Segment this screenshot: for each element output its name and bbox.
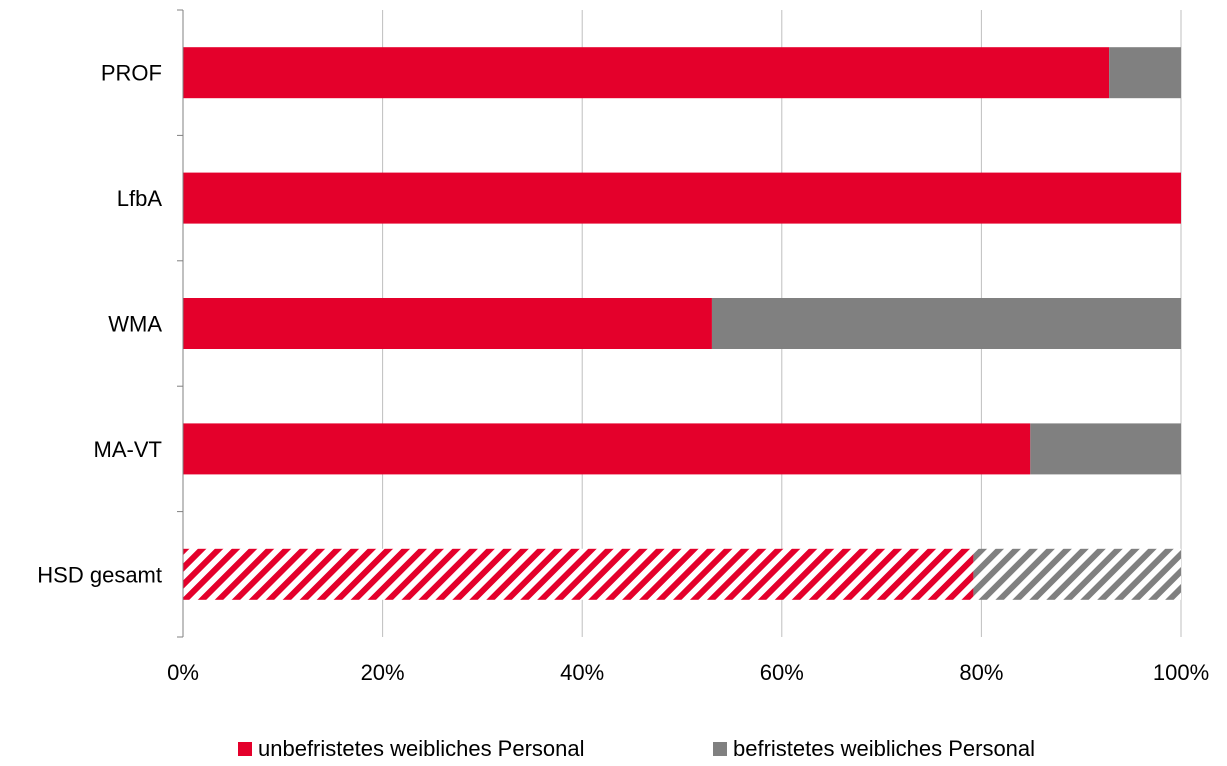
y-tick-label: LfbA <box>117 186 163 211</box>
legend-item-unbefristet: unbefristetes weibliches Personal <box>238 736 585 762</box>
bar-befristet <box>711 298 1181 349</box>
legend-swatch-befristet <box>713 742 727 756</box>
y-tick-label: MA-VT <box>94 437 162 462</box>
x-tick-label: 60% <box>760 660 804 685</box>
bar-befristet <box>1109 47 1181 99</box>
legend-label-unbefristet: unbefristetes weibliches Personal <box>258 736 585 761</box>
stacked-bar-chart: 0% 20% 40% 60% 80% 100% PROF LfbA WMA MA-VT HSD ge… <box>37 9 1209 685</box>
bar-unbefristet <box>183 47 1110 99</box>
x-tick-label: 100% <box>1153 660 1209 685</box>
legend-swatch-unbefristet <box>238 742 252 756</box>
bar-unbefristet <box>183 172 1181 224</box>
bars <box>183 47 1181 600</box>
axes <box>177 9 184 638</box>
y-tick-label: PROF <box>101 61 162 86</box>
bar-befristet <box>973 548 1181 600</box>
x-tick-label: 0% <box>167 660 199 685</box>
x-tick-label: 80% <box>959 660 1003 685</box>
bar-befristet <box>1030 423 1181 475</box>
bar-unbefristet <box>183 298 712 349</box>
y-tick-label: WMA <box>108 312 162 337</box>
bar-unbefristet <box>183 548 974 600</box>
legend-label-befristet: befristetes weibliches Personal <box>733 736 1036 761</box>
x-tick-label: 40% <box>560 660 604 685</box>
x-tick-label: 20% <box>361 660 405 685</box>
legend-item-befristet: befristetes weibliches Personal <box>713 736 1035 762</box>
y-tick-label: HSD gesamt <box>37 562 162 587</box>
bar-unbefristet <box>183 423 1031 475</box>
labels: 0% 20% 40% 60% 80% 100% PROF LfbA WMA MA-VT HSD ge… <box>37 61 1209 685</box>
legend: unbefristetes weibliches Personal befris… <box>0 736 1227 766</box>
